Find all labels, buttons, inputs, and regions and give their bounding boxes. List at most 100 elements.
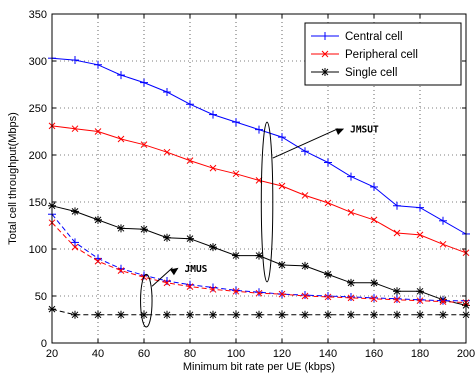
data-point xyxy=(439,296,447,305)
legend-label: Peripheral cell xyxy=(345,49,418,61)
data-point xyxy=(94,128,102,135)
data-point xyxy=(370,310,378,319)
data-point xyxy=(163,310,171,319)
data-point xyxy=(370,278,378,287)
x-tick-label: 20 xyxy=(46,348,58,360)
data-point xyxy=(324,310,332,319)
data-point xyxy=(209,286,217,293)
data-point xyxy=(321,32,329,40)
data-point xyxy=(94,310,102,319)
data-point xyxy=(324,158,332,167)
data-point xyxy=(278,133,286,142)
data-point xyxy=(71,125,79,133)
data-point xyxy=(209,110,217,119)
data-point xyxy=(301,291,309,300)
data-point xyxy=(393,201,401,210)
data-point xyxy=(94,60,102,69)
data-point xyxy=(255,288,263,297)
y-tick-label: 350 xyxy=(29,9,47,21)
data-point xyxy=(416,310,424,319)
data-point xyxy=(324,199,332,207)
data-point xyxy=(278,310,286,319)
data-point xyxy=(321,50,329,58)
data-point xyxy=(186,310,194,319)
data-point xyxy=(71,310,79,319)
data-point xyxy=(232,118,240,127)
data-point xyxy=(416,203,424,212)
data-point xyxy=(416,295,424,304)
data-point xyxy=(347,310,355,319)
data-point xyxy=(117,310,125,319)
data-point xyxy=(94,215,102,224)
data-point xyxy=(370,295,378,303)
data-point xyxy=(140,141,148,149)
data-point xyxy=(255,289,263,297)
data-point xyxy=(209,310,217,319)
data-point xyxy=(186,157,194,164)
data-point xyxy=(439,310,447,319)
data-point xyxy=(94,257,102,265)
annotation-ellipse xyxy=(140,273,153,328)
annotation-label-jmsut: JMSUT xyxy=(350,125,379,136)
y-tick-label: 50 xyxy=(35,291,47,303)
data-point xyxy=(117,135,125,143)
data-point xyxy=(232,170,240,178)
data-point xyxy=(439,240,447,248)
y-tick-label: 150 xyxy=(29,197,47,209)
legend-label: Central cell xyxy=(345,31,403,43)
data-point xyxy=(186,280,194,289)
x-tick-label: 140 xyxy=(319,348,337,360)
data-point xyxy=(301,192,309,199)
data-point xyxy=(163,148,171,156)
data-point xyxy=(347,292,355,301)
data-point xyxy=(140,225,148,234)
annotation-arrow-head xyxy=(169,267,179,276)
data-point xyxy=(232,310,240,319)
data-point xyxy=(140,78,148,87)
data-point xyxy=(393,310,401,319)
data-point xyxy=(370,182,378,191)
data-point xyxy=(393,287,401,296)
data-point xyxy=(71,243,79,251)
x-tick-label: 100 xyxy=(227,348,245,360)
annotation-label-jmus: JMUS xyxy=(185,264,208,275)
data-point xyxy=(301,292,309,300)
data-point xyxy=(370,293,378,302)
annotation-arrow-line xyxy=(272,128,339,159)
data-point xyxy=(232,251,240,260)
data-point xyxy=(255,310,263,319)
x-tick-label: 80 xyxy=(184,348,196,360)
x-tick-label: 180 xyxy=(411,348,429,360)
data-point xyxy=(301,310,309,319)
legend: Central cell Peripheral cell Single cell xyxy=(304,22,462,86)
annotation-arrow-head xyxy=(335,128,345,135)
annotation-ellipse xyxy=(260,121,274,283)
data-point xyxy=(370,216,378,224)
data-point xyxy=(163,279,171,287)
data-point xyxy=(232,287,240,295)
data-point xyxy=(255,251,263,260)
data-point xyxy=(324,292,332,300)
data-point xyxy=(186,283,194,290)
data-point xyxy=(209,283,217,292)
data-point xyxy=(347,208,355,216)
data-point xyxy=(163,233,171,242)
data-point xyxy=(117,264,125,273)
data-point xyxy=(416,287,424,296)
data-point xyxy=(186,234,194,243)
data-point xyxy=(393,296,401,304)
data-point xyxy=(186,100,194,109)
data-point xyxy=(117,71,125,80)
data-point xyxy=(209,243,217,252)
x-axis-title: Minimum bit rate per UE (kbps) xyxy=(183,361,335,373)
y-tick-label: 100 xyxy=(29,244,47,256)
x-tick-label: 200 xyxy=(457,348,475,360)
data-point xyxy=(71,238,79,247)
legend-label: Single cell xyxy=(345,67,397,79)
annotations: JMSUT JMUS xyxy=(140,121,379,328)
data-point xyxy=(393,229,401,237)
data-point xyxy=(321,68,329,76)
data-point xyxy=(140,271,148,280)
y-tick-label: 200 xyxy=(29,150,47,162)
